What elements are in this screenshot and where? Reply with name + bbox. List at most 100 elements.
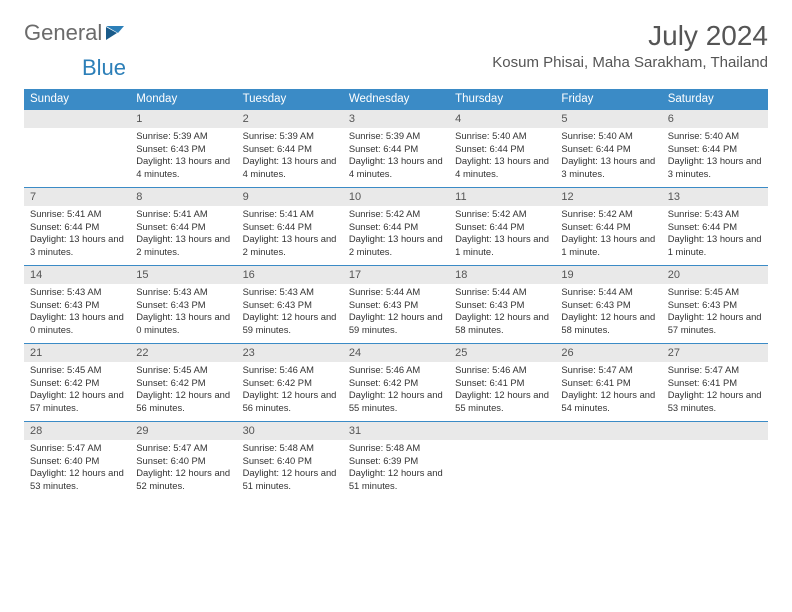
detail-line: Daylight: 13 hours and 2 minutes. <box>136 233 230 258</box>
day-number <box>555 421 661 440</box>
day-cell <box>555 421 661 499</box>
day-cell: 17Sunrise: 5:44 AMSunset: 6:43 PMDayligh… <box>343 265 449 343</box>
detail-line: Sunrise: 5:41 AM <box>243 208 337 221</box>
detail-line: Daylight: 13 hours and 2 minutes. <box>349 233 443 258</box>
day-cell: 8Sunrise: 5:41 AMSunset: 6:44 PMDaylight… <box>130 187 236 265</box>
detail-line: Daylight: 12 hours and 53 minutes. <box>30 467 124 492</box>
day-details: Sunrise: 5:43 AMSunset: 6:44 PMDaylight:… <box>662 206 768 263</box>
weekday-saturday: Saturday <box>662 89 768 109</box>
detail-line: Sunrise: 5:42 AM <box>349 208 443 221</box>
day-number: 12 <box>555 187 661 206</box>
detail-line: Sunset: 6:43 PM <box>668 299 762 312</box>
weekday-sunday: Sunday <box>24 89 130 109</box>
day-number: 8 <box>130 187 236 206</box>
weeks-container: 1Sunrise: 5:39 AMSunset: 6:43 PMDaylight… <box>24 109 768 499</box>
detail-line: Sunset: 6:42 PM <box>30 377 124 390</box>
detail-line: Sunrise: 5:41 AM <box>30 208 124 221</box>
detail-line: Daylight: 12 hours and 51 minutes. <box>243 467 337 492</box>
day-cell: 29Sunrise: 5:47 AMSunset: 6:40 PMDayligh… <box>130 421 236 499</box>
logo-text-general: General <box>24 20 102 46</box>
detail-line: Sunset: 6:43 PM <box>243 299 337 312</box>
detail-line: Sunset: 6:42 PM <box>136 377 230 390</box>
detail-line: Sunset: 6:40 PM <box>30 455 124 468</box>
detail-line: Sunrise: 5:47 AM <box>136 442 230 455</box>
day-number: 28 <box>24 421 130 440</box>
day-details: Sunrise: 5:42 AMSunset: 6:44 PMDaylight:… <box>555 206 661 263</box>
detail-line: Sunrise: 5:44 AM <box>561 286 655 299</box>
detail-line: Daylight: 13 hours and 1 minute. <box>455 233 549 258</box>
detail-line: Sunrise: 5:48 AM <box>349 442 443 455</box>
day-details: Sunrise: 5:41 AMSunset: 6:44 PMDaylight:… <box>130 206 236 263</box>
day-details: Sunrise: 5:39 AMSunset: 6:43 PMDaylight:… <box>130 128 236 185</box>
day-cell: 2Sunrise: 5:39 AMSunset: 6:44 PMDaylight… <box>237 109 343 187</box>
day-number: 29 <box>130 421 236 440</box>
day-number: 11 <box>449 187 555 206</box>
day-number: 10 <box>343 187 449 206</box>
day-number: 7 <box>24 187 130 206</box>
day-number: 31 <box>343 421 449 440</box>
detail-line: Daylight: 12 hours and 54 minutes. <box>561 389 655 414</box>
detail-line: Daylight: 13 hours and 1 minute. <box>668 233 762 258</box>
detail-line: Sunrise: 5:39 AM <box>243 130 337 143</box>
detail-line: Sunset: 6:41 PM <box>455 377 549 390</box>
day-cell: 14Sunrise: 5:43 AMSunset: 6:43 PMDayligh… <box>24 265 130 343</box>
day-details: Sunrise: 5:48 AMSunset: 6:40 PMDaylight:… <box>237 440 343 497</box>
detail-line: Sunrise: 5:39 AM <box>349 130 443 143</box>
detail-line: Daylight: 13 hours and 4 minutes. <box>455 155 549 180</box>
detail-line: Sunset: 6:44 PM <box>561 143 655 156</box>
detail-line: Daylight: 12 hours and 57 minutes. <box>30 389 124 414</box>
day-details: Sunrise: 5:42 AMSunset: 6:44 PMDaylight:… <box>449 206 555 263</box>
detail-line: Sunrise: 5:47 AM <box>668 364 762 377</box>
day-number: 4 <box>449 109 555 128</box>
day-cell: 4Sunrise: 5:40 AMSunset: 6:44 PMDaylight… <box>449 109 555 187</box>
day-number: 9 <box>237 187 343 206</box>
day-number: 24 <box>343 343 449 362</box>
detail-line: Daylight: 13 hours and 3 minutes. <box>561 155 655 180</box>
day-details: Sunrise: 5:47 AMSunset: 6:40 PMDaylight:… <box>24 440 130 497</box>
day-number: 23 <box>237 343 343 362</box>
detail-line: Daylight: 13 hours and 4 minutes. <box>349 155 443 180</box>
weekday-tuesday: Tuesday <box>237 89 343 109</box>
day-number: 25 <box>449 343 555 362</box>
day-cell: 1Sunrise: 5:39 AMSunset: 6:43 PMDaylight… <box>130 109 236 187</box>
detail-line: Sunrise: 5:46 AM <box>349 364 443 377</box>
day-number: 2 <box>237 109 343 128</box>
detail-line: Sunrise: 5:44 AM <box>455 286 549 299</box>
detail-line: Sunrise: 5:48 AM <box>243 442 337 455</box>
detail-line: Sunset: 6:42 PM <box>243 377 337 390</box>
day-number: 18 <box>449 265 555 284</box>
day-number: 26 <box>555 343 661 362</box>
day-details: Sunrise: 5:47 AMSunset: 6:41 PMDaylight:… <box>662 362 768 419</box>
detail-line: Daylight: 12 hours and 59 minutes. <box>349 311 443 336</box>
logo-flag-icon <box>106 24 128 42</box>
day-cell: 16Sunrise: 5:43 AMSunset: 6:43 PMDayligh… <box>237 265 343 343</box>
detail-line: Sunrise: 5:43 AM <box>668 208 762 221</box>
day-cell: 10Sunrise: 5:42 AMSunset: 6:44 PMDayligh… <box>343 187 449 265</box>
detail-line: Daylight: 13 hours and 2 minutes. <box>243 233 337 258</box>
day-details: Sunrise: 5:43 AMSunset: 6:43 PMDaylight:… <box>237 284 343 341</box>
detail-line: Daylight: 12 hours and 53 minutes. <box>668 389 762 414</box>
detail-line: Daylight: 12 hours and 56 minutes. <box>136 389 230 414</box>
day-details: Sunrise: 5:41 AMSunset: 6:44 PMDaylight:… <box>237 206 343 263</box>
detail-line: Sunrise: 5:41 AM <box>136 208 230 221</box>
detail-line: Sunset: 6:43 PM <box>455 299 549 312</box>
detail-line: Daylight: 13 hours and 3 minutes. <box>30 233 124 258</box>
day-cell: 3Sunrise: 5:39 AMSunset: 6:44 PMDaylight… <box>343 109 449 187</box>
day-details: Sunrise: 5:48 AMSunset: 6:39 PMDaylight:… <box>343 440 449 497</box>
day-cell: 15Sunrise: 5:43 AMSunset: 6:43 PMDayligh… <box>130 265 236 343</box>
detail-line: Daylight: 13 hours and 4 minutes. <box>136 155 230 180</box>
detail-line: Sunset: 6:40 PM <box>136 455 230 468</box>
day-number: 20 <box>662 265 768 284</box>
day-number: 22 <box>130 343 236 362</box>
day-details: Sunrise: 5:45 AMSunset: 6:43 PMDaylight:… <box>662 284 768 341</box>
detail-line: Daylight: 13 hours and 4 minutes. <box>243 155 337 180</box>
detail-line: Daylight: 12 hours and 57 minutes. <box>668 311 762 336</box>
detail-line: Sunset: 6:44 PM <box>243 221 337 234</box>
day-cell <box>449 421 555 499</box>
day-cell: 6Sunrise: 5:40 AMSunset: 6:44 PMDaylight… <box>662 109 768 187</box>
day-number: 15 <box>130 265 236 284</box>
day-number: 5 <box>555 109 661 128</box>
day-cell: 23Sunrise: 5:46 AMSunset: 6:42 PMDayligh… <box>237 343 343 421</box>
detail-line: Sunrise: 5:47 AM <box>561 364 655 377</box>
detail-line: Sunset: 6:41 PM <box>561 377 655 390</box>
